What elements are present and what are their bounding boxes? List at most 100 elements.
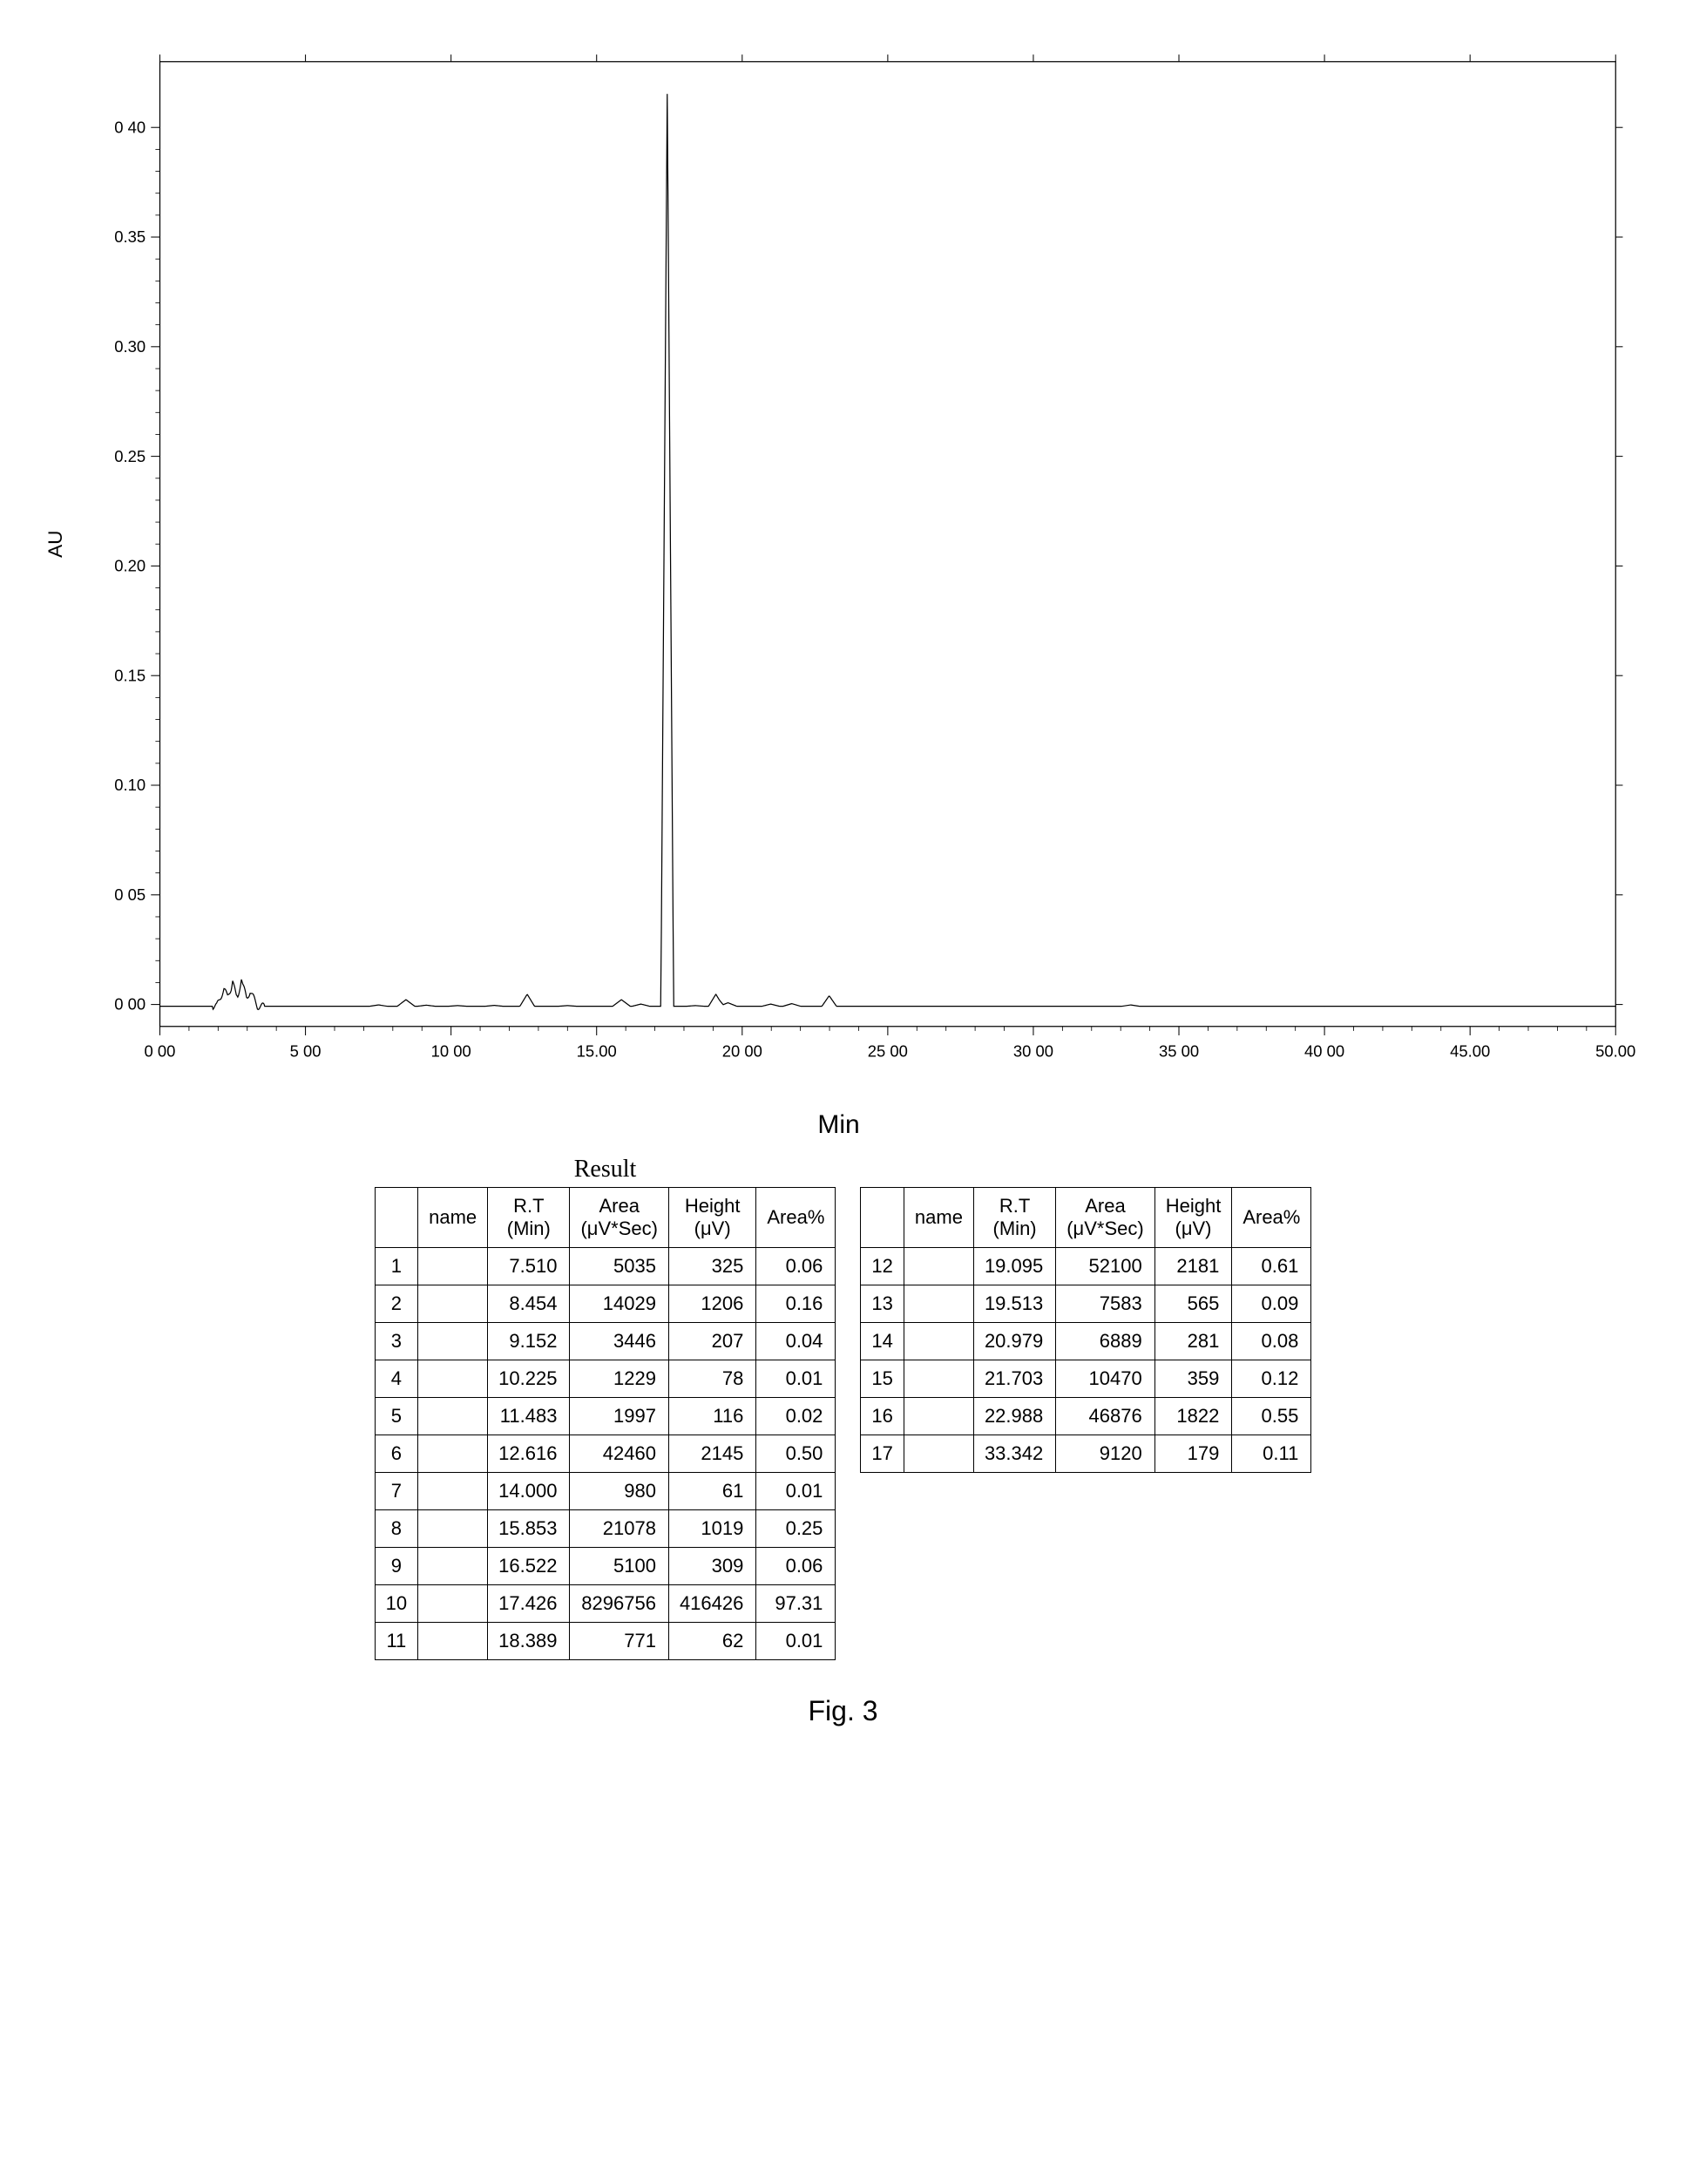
cell-index: 16 xyxy=(861,1398,904,1435)
cell-areapct: 0.06 xyxy=(756,1248,836,1285)
cell-areapct: 0.61 xyxy=(1232,1248,1311,1285)
cell-height: 62 xyxy=(668,1623,755,1660)
svg-text:10 00: 10 00 xyxy=(431,1042,471,1061)
result-title-spacer xyxy=(860,1156,1311,1184)
cell-index: 10 xyxy=(375,1585,417,1623)
cell-name xyxy=(418,1585,488,1623)
table-row: 28.4541402912060.16 xyxy=(375,1285,836,1323)
cell-index: 17 xyxy=(861,1435,904,1473)
cell-index: 1 xyxy=(375,1248,417,1285)
svg-text:35 00: 35 00 xyxy=(1159,1042,1199,1061)
chromatogram-chart: 0 000 050.100.150.200.250.300.350 40AU0 … xyxy=(26,26,1660,1149)
cell-height: 2181 xyxy=(1154,1248,1232,1285)
col-header: Area(μV*Sec) xyxy=(1056,1188,1154,1248)
table-row: 1733.34291201790.11 xyxy=(861,1435,1311,1473)
table-row: 1017.426829675641642697.31 xyxy=(375,1585,836,1623)
col-header: R.T(Min) xyxy=(488,1188,570,1248)
cell-height: 179 xyxy=(1154,1435,1232,1473)
cell-index: 2 xyxy=(375,1285,417,1323)
cell-rt: 11.483 xyxy=(488,1398,570,1435)
cell-height: 1822 xyxy=(1154,1398,1232,1435)
cell-areapct: 0.04 xyxy=(756,1323,836,1360)
cell-height: 325 xyxy=(668,1248,755,1285)
cell-areapct: 0.02 xyxy=(756,1398,836,1435)
cell-areapct: 0.25 xyxy=(756,1510,836,1548)
cell-height: 1019 xyxy=(668,1510,755,1548)
cell-name xyxy=(904,1323,973,1360)
cell-area: 42460 xyxy=(570,1435,668,1473)
cell-index: 3 xyxy=(375,1323,417,1360)
table-row: 612.6164246021450.50 xyxy=(375,1435,836,1473)
cell-area: 14029 xyxy=(570,1285,668,1323)
cell-areapct: 0.01 xyxy=(756,1623,836,1660)
cell-index: 7 xyxy=(375,1473,417,1510)
cell-rt: 7.510 xyxy=(488,1248,570,1285)
col-header: Height(μV) xyxy=(668,1188,755,1248)
cell-index: 13 xyxy=(861,1285,904,1323)
cell-area: 6889 xyxy=(1056,1323,1154,1360)
cell-name xyxy=(418,1285,488,1323)
cell-height: 61 xyxy=(668,1473,755,1510)
cell-height: 416426 xyxy=(668,1585,755,1623)
col-header: Height(μV) xyxy=(1154,1188,1232,1248)
result-table-left: nameR.T(Min)Area(μV*Sec)Height(μV)Area%1… xyxy=(375,1187,836,1660)
table-row: 39.15234462070.04 xyxy=(375,1323,836,1360)
svg-text:0 00: 0 00 xyxy=(145,1042,176,1061)
cell-rt: 9.152 xyxy=(488,1323,570,1360)
cell-areapct: 0.06 xyxy=(756,1548,836,1585)
cell-index: 14 xyxy=(861,1323,904,1360)
cell-rt: 22.988 xyxy=(973,1398,1055,1435)
cell-rt: 21.703 xyxy=(973,1360,1055,1398)
cell-area: 21078 xyxy=(570,1510,668,1548)
cell-name xyxy=(418,1398,488,1435)
cell-height: 207 xyxy=(668,1323,755,1360)
table-row: 1622.9884687618220.55 xyxy=(861,1398,1311,1435)
cell-area: 5035 xyxy=(570,1248,668,1285)
cell-area: 8296756 xyxy=(570,1585,668,1623)
cell-index: 8 xyxy=(375,1510,417,1548)
col-header: R.T(Min) xyxy=(973,1188,1055,1248)
figure-caption: Fig. 3 xyxy=(26,1695,1660,1727)
cell-rt: 33.342 xyxy=(973,1435,1055,1473)
col-index xyxy=(861,1188,904,1248)
cell-rt: 16.522 xyxy=(488,1548,570,1585)
svg-text:0.15: 0.15 xyxy=(114,666,146,684)
cell-height: 2145 xyxy=(668,1435,755,1473)
cell-name xyxy=(904,1398,973,1435)
cell-areapct: 0.01 xyxy=(756,1473,836,1510)
cell-index: 5 xyxy=(375,1398,417,1435)
cell-index: 11 xyxy=(375,1623,417,1660)
col-header: Area% xyxy=(1232,1188,1311,1248)
svg-text:0.10: 0.10 xyxy=(114,776,146,794)
cell-height: 78 xyxy=(668,1360,755,1398)
result-table-right-block: nameR.T(Min)Area(μV*Sec)Height(μV)Area%1… xyxy=(860,1156,1311,1473)
result-table-left-block: Result nameR.T(Min)Area(μV*Sec)Height(μV… xyxy=(375,1156,836,1660)
cell-index: 6 xyxy=(375,1435,417,1473)
svg-text:20 00: 20 00 xyxy=(722,1042,762,1061)
cell-area: 46876 xyxy=(1056,1398,1154,1435)
cell-area: 771 xyxy=(570,1623,668,1660)
figure-container: 0 000 050.100.150.200.250.300.350 40AU0 … xyxy=(26,26,1660,1727)
svg-text:40 00: 40 00 xyxy=(1304,1042,1344,1061)
cell-name xyxy=(418,1473,488,1510)
svg-text:0.25: 0.25 xyxy=(114,447,146,465)
cell-areapct: 0.09 xyxy=(1232,1285,1311,1323)
cell-name xyxy=(418,1623,488,1660)
cell-area: 9120 xyxy=(1056,1435,1154,1473)
cell-area: 10470 xyxy=(1056,1360,1154,1398)
cell-rt: 20.979 xyxy=(973,1323,1055,1360)
cell-height: 309 xyxy=(668,1548,755,1585)
table-row: 1521.703104703590.12 xyxy=(861,1360,1311,1398)
result-table-right: nameR.T(Min)Area(μV*Sec)Height(μV)Area%1… xyxy=(860,1187,1311,1473)
x-axis-title: Min xyxy=(35,1110,1642,1140)
table-row: 1420.97968892810.08 xyxy=(861,1323,1311,1360)
table-row: 1118.389771620.01 xyxy=(375,1623,836,1660)
cell-area: 5100 xyxy=(570,1548,668,1585)
cell-name xyxy=(418,1510,488,1548)
cell-area: 52100 xyxy=(1056,1248,1154,1285)
result-title: Result xyxy=(375,1156,836,1184)
svg-text:0.20: 0.20 xyxy=(114,557,146,575)
cell-name xyxy=(904,1285,973,1323)
cell-height: 1206 xyxy=(668,1285,755,1323)
col-header: Area(μV*Sec) xyxy=(570,1188,668,1248)
